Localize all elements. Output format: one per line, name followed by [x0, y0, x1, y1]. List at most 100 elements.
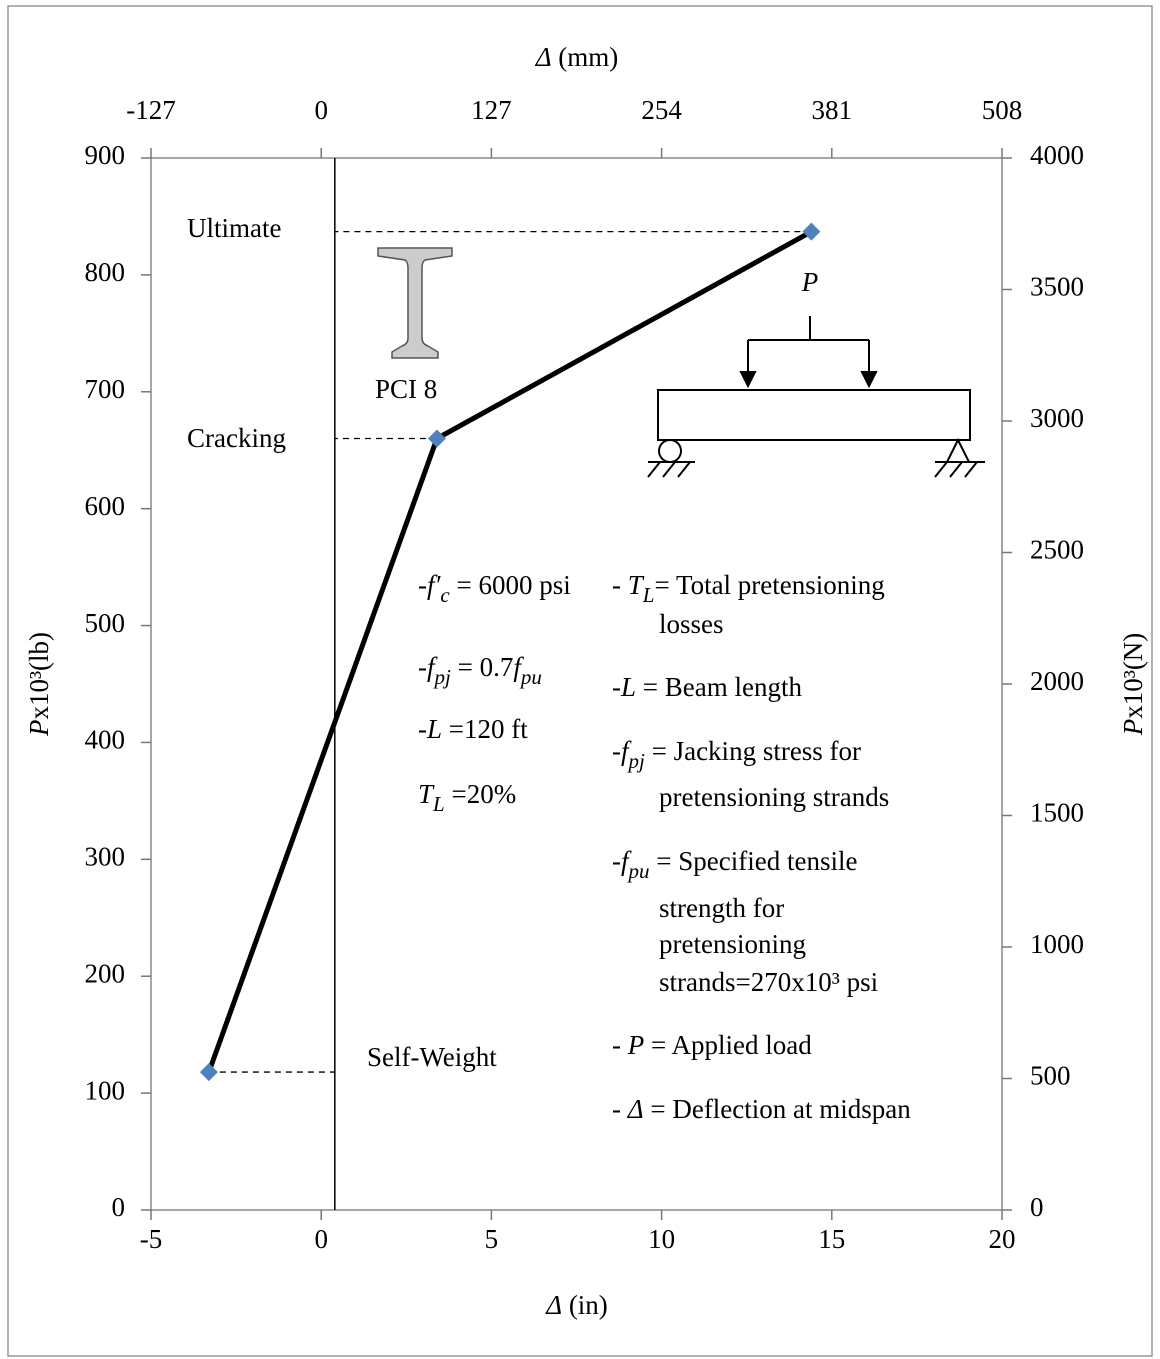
x2-tick-label: 127 [471, 95, 512, 125]
x2-tick-label: 0 [314, 95, 328, 125]
note: - TL= Total pretensioning [612, 570, 885, 607]
note-part: pretensioning [659, 929, 806, 959]
y2-tick-label: 2500 [1030, 535, 1084, 565]
note-part: = 0.7 [451, 652, 513, 682]
note-part: =120 ft [442, 714, 528, 744]
note: -fpj = Jacking stress for [612, 736, 861, 773]
note: -fpu = Specified tensile [612, 846, 857, 883]
note-part: f [621, 736, 632, 766]
y-tick-label: 0 [112, 1192, 126, 1222]
marker [199, 1063, 218, 1082]
note-part: - [612, 736, 621, 766]
note-part: L [620, 672, 636, 702]
x2-tick-label: 254 [641, 95, 682, 125]
x-tick-label: 10 [648, 1224, 675, 1254]
y-axis-title: Px10³(lb) [24, 632, 54, 737]
x-tick-label: 20 [989, 1224, 1016, 1254]
x2-axis-title: Δ (mm) [535, 42, 619, 72]
y2-tick-label: 0 [1030, 1192, 1044, 1222]
y-tick-label: 200 [85, 958, 126, 988]
y-tick-label: 100 [85, 1075, 126, 1105]
x2-tick-label: 381 [812, 95, 853, 125]
y-tick-label: 800 [85, 257, 126, 287]
note: -f′c = 6000 psi [418, 570, 571, 607]
y-tick-label: 400 [85, 725, 126, 755]
note: pretensioning strands [659, 782, 889, 812]
note: -L = Beam length [612, 672, 802, 702]
note-part: = Beam length [636, 672, 802, 702]
y-tick-label: 500 [85, 608, 126, 638]
note-part: - [612, 1030, 628, 1060]
note-part: strands=270x10³ psi [659, 967, 878, 997]
note-part: f [513, 652, 524, 682]
note-part: = 6000 psi [450, 570, 571, 600]
note-part: - [612, 672, 621, 702]
note: -L =120 ft [418, 714, 528, 744]
note-part: T [418, 779, 435, 809]
y-tick-label: 600 [85, 491, 126, 521]
note-part: = Deflection at midspan [644, 1094, 912, 1124]
note-part: = Specified tensile [650, 846, 858, 876]
note-part: c [440, 583, 450, 607]
note: TL =20% [418, 779, 516, 816]
x-axis-title: Δ (in) [545, 1290, 608, 1320]
x2-tick-label: 508 [982, 95, 1023, 125]
note-part: - [612, 846, 621, 876]
note: strands=270x10³ psi [659, 967, 878, 997]
point-label: Ultimate [187, 213, 281, 243]
y2-tick-label: 1500 [1030, 798, 1084, 828]
note: - P = Applied load [612, 1030, 812, 1060]
i-beam-section [377, 247, 453, 359]
note-part: - [418, 652, 427, 682]
note-part: L [426, 714, 442, 744]
note-part: - [612, 1094, 628, 1124]
frame [7, 5, 1153, 1357]
y2-tick-label: 3500 [1030, 272, 1084, 302]
y2-tick-label: 1000 [1030, 929, 1084, 959]
note-part: = Total pretensioning [654, 570, 884, 600]
marker [427, 429, 446, 448]
note: pretensioning [659, 929, 806, 959]
note-part: - [418, 714, 427, 744]
note-part: pretensioning strands [659, 782, 889, 812]
note-part: T [628, 570, 645, 600]
y2-tick-label: 3000 [1030, 403, 1084, 433]
x-tick-label: 5 [485, 1224, 499, 1254]
x2-axis-title-part: Δ [535, 42, 552, 72]
y2-axis-title-part: P [1118, 719, 1148, 737]
y2-tick-label: 4000 [1030, 140, 1084, 170]
note-part: f [621, 846, 632, 876]
note-part: P [627, 1030, 645, 1060]
y2-tick-label: 2000 [1030, 666, 1084, 696]
note-part: f [427, 652, 438, 682]
note-part: pu [519, 665, 542, 689]
note-part: = Applied load [644, 1030, 812, 1060]
point-label: Cracking [187, 423, 286, 453]
note-part: pj [433, 665, 452, 689]
note-part: L [432, 792, 445, 816]
marker [802, 222, 821, 241]
note-part: - [418, 570, 427, 600]
y2-tick-label: 500 [1030, 1061, 1071, 1091]
x2-axis-title-part: (mm) [552, 42, 619, 72]
y-tick-label: 900 [85, 140, 126, 170]
x-axis-title-part: Δ [545, 1290, 562, 1320]
x-axis-title-part: (in) [562, 1290, 608, 1320]
y-tick-label: 300 [85, 842, 126, 872]
y2-axis-title: Px10³(N) [1118, 633, 1148, 737]
y-axis-title-part: P [24, 720, 54, 738]
section-label: PCI 8 [375, 374, 437, 404]
note: losses [659, 609, 724, 639]
x-tick-label: -5 [140, 1224, 163, 1254]
note-part: =20% [445, 779, 516, 809]
x-tick-label: 15 [818, 1224, 845, 1254]
note-part: - [612, 570, 628, 600]
note-part: pu [627, 859, 650, 883]
note: - Δ = Deflection at midspan [612, 1094, 911, 1124]
note-part: strength for [659, 893, 784, 923]
y2-axis-title-part: x10³(N) [1118, 633, 1148, 719]
point-label: Self-Weight [367, 1042, 497, 1072]
plot-area [150, 157, 1003, 1211]
y-axis-title-part: x10³(lb) [24, 632, 54, 720]
